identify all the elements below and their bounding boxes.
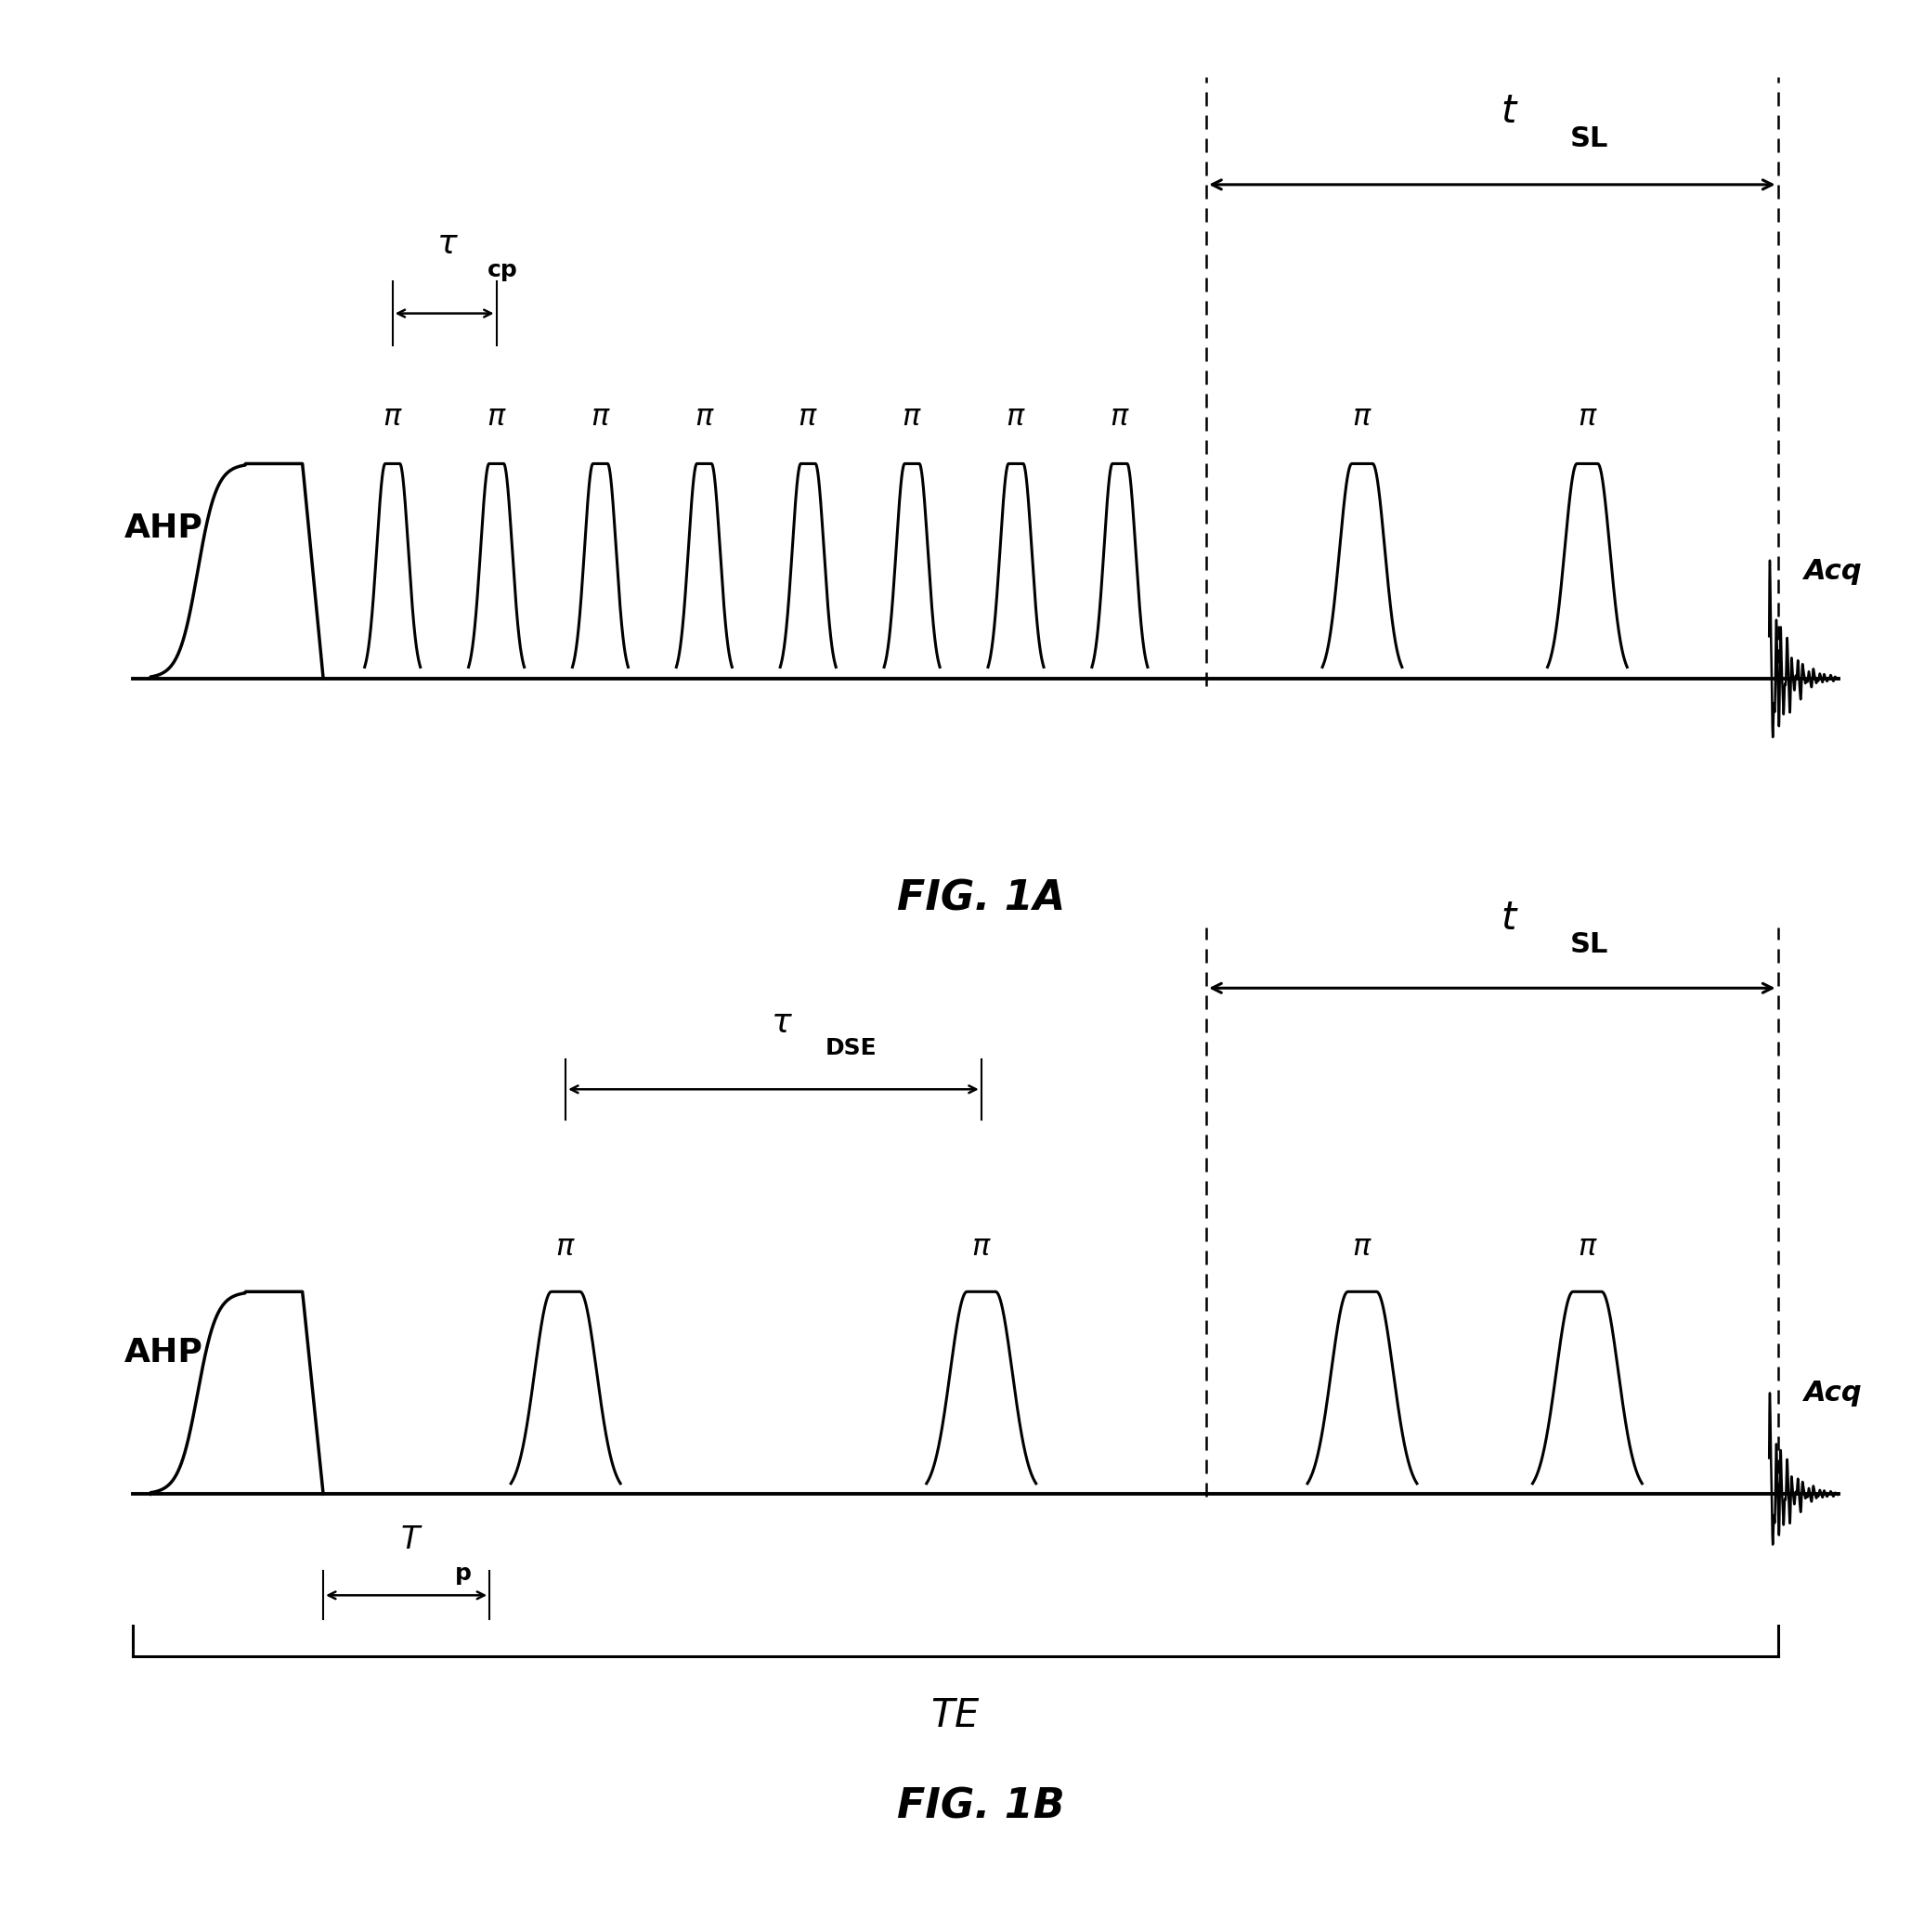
Text: $\pi$: $\pi$	[695, 402, 714, 431]
Text: FIG. 1A: FIG. 1A	[897, 879, 1066, 918]
Text: $\pi$: $\pi$	[1353, 402, 1372, 431]
Text: Acq: Acq	[1805, 1379, 1862, 1406]
Text: AHP: AHP	[123, 1337, 202, 1368]
Text: cp: cp	[489, 259, 518, 282]
Text: $\it{T}$: $\it{T}$	[400, 1524, 423, 1555]
Text: FIG. 1B: FIG. 1B	[897, 1787, 1066, 1826]
Text: AHP: AHP	[123, 512, 202, 545]
Text: DSE: DSE	[825, 1037, 877, 1059]
Text: $\it{t}$: $\it{t}$	[1501, 898, 1518, 937]
Text: $\it{\tau}$: $\it{\tau}$	[772, 1007, 793, 1039]
Text: $\pi$: $\pi$	[383, 402, 402, 431]
Text: $\pi$: $\pi$	[487, 402, 506, 431]
Text: SL: SL	[1570, 126, 1608, 153]
Text: Acq: Acq	[1805, 558, 1862, 585]
Text: $\pi$: $\pi$	[902, 402, 922, 431]
Text: $\it{t}$: $\it{t}$	[1501, 93, 1518, 131]
Text: $\pi$: $\pi$	[1578, 402, 1597, 431]
Text: $\it{TE}$: $\it{TE}$	[931, 1696, 979, 1735]
Text: $\pi$: $\pi$	[556, 1233, 575, 1262]
Text: SL: SL	[1570, 931, 1608, 958]
Text: $\it{\tau}$: $\it{\tau}$	[437, 228, 460, 259]
Text: $\pi$: $\pi$	[798, 402, 818, 431]
Text: $\pi$: $\pi$	[972, 1233, 991, 1262]
Text: $\pi$: $\pi$	[1006, 402, 1025, 431]
Text: $\pi$: $\pi$	[1353, 1233, 1372, 1262]
Text: $\pi$: $\pi$	[1110, 402, 1129, 431]
Text: $\pi$: $\pi$	[1578, 1233, 1597, 1262]
Text: p: p	[454, 1563, 471, 1584]
Text: $\pi$: $\pi$	[591, 402, 610, 431]
